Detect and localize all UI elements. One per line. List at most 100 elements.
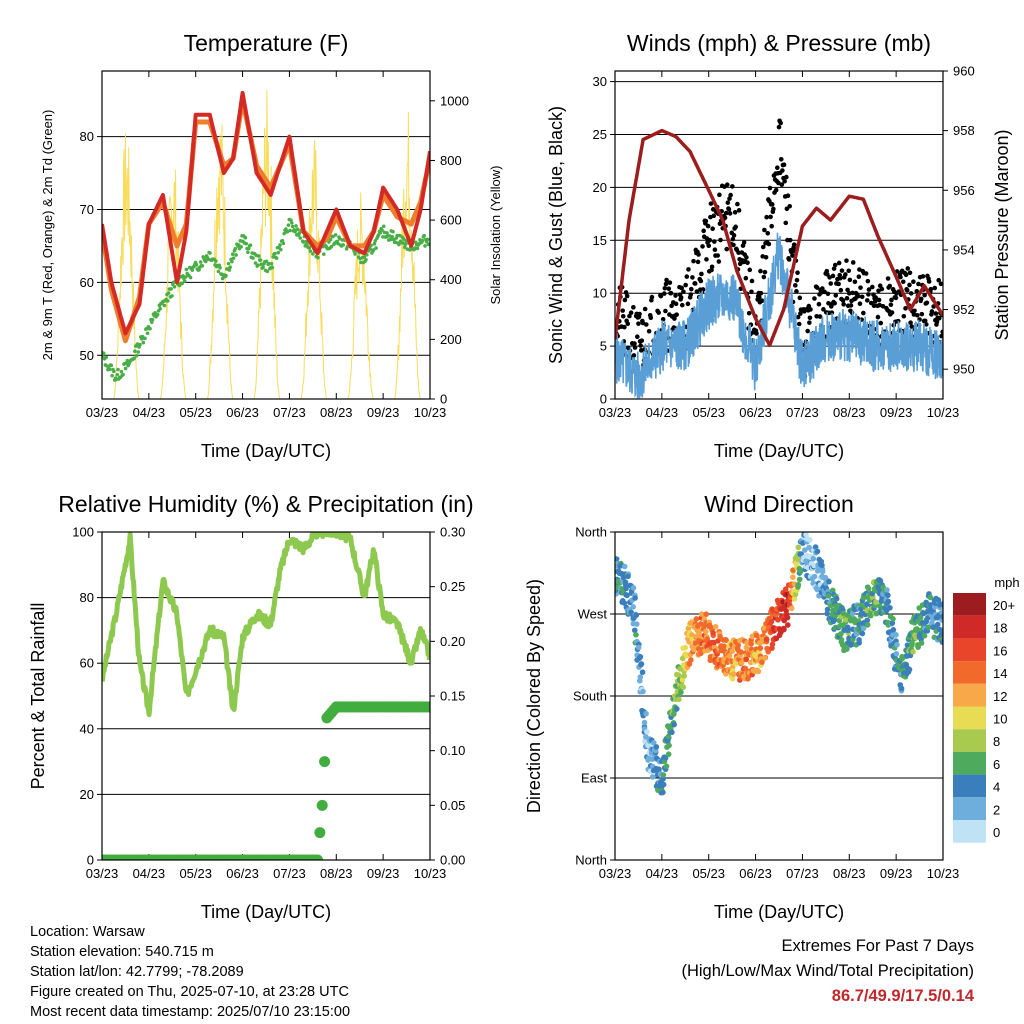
- dewpoint-point: [372, 242, 377, 246]
- direction-point: [681, 673, 688, 679]
- direction-point: [663, 763, 670, 770]
- dewpoint-point: [402, 245, 407, 250]
- gust-point: [656, 310, 661, 315]
- gust-point: [705, 223, 711, 229]
- gust-point: [701, 228, 706, 234]
- direction-point: [653, 744, 660, 750]
- direction-point: [763, 636, 770, 643]
- direction-point: [633, 621, 640, 627]
- gust-point: [914, 288, 920, 294]
- x-tick-label: 07/23: [273, 405, 306, 420]
- direction-point: [682, 644, 689, 651]
- direction-point: [810, 555, 817, 562]
- legend-swatch: [953, 615, 986, 639]
- gust-point: [664, 277, 669, 283]
- x-tick-label: 07/23: [786, 405, 819, 420]
- dewpoint-point: [224, 273, 228, 278]
- gust-point: [749, 278, 755, 284]
- gust-point: [674, 312, 679, 317]
- dewpoint-point: [110, 373, 114, 378]
- y2-tick-label: 0: [440, 392, 447, 407]
- x-tick-label: 06/23: [226, 405, 259, 420]
- gust-point: [726, 207, 732, 212]
- dewpoint-point: [289, 221, 294, 225]
- gust-point: [778, 120, 783, 126]
- dewpoint-point: [267, 261, 271, 266]
- y2-tick-label: 800: [440, 153, 462, 168]
- direction-point: [784, 622, 791, 628]
- dewpoint-point: [397, 242, 401, 247]
- dewpoint-point: [328, 237, 333, 242]
- gust-point: [709, 264, 715, 270]
- direction-point: [865, 586, 872, 592]
- x-axis-label: Time (Day/UTC): [201, 902, 331, 922]
- gust-point: [696, 252, 701, 257]
- direction-point: [921, 633, 928, 639]
- gust-point: [695, 259, 701, 265]
- direction-point: [712, 623, 719, 630]
- dewpoint-point: [305, 241, 309, 246]
- gust-point: [628, 310, 634, 316]
- direction-point: [795, 556, 801, 563]
- gust-point: [757, 295, 762, 300]
- direction-point: [695, 646, 702, 652]
- dewpoint-point: [395, 233, 400, 238]
- legend-title: mph: [994, 575, 1019, 590]
- y-axis-label: Percent & Total Rainfall: [28, 603, 48, 790]
- dewpoint-point: [385, 231, 389, 235]
- gust-point: [830, 273, 836, 279]
- gust-point: [933, 311, 939, 316]
- gust-point: [632, 345, 638, 350]
- direction-point: [782, 586, 789, 593]
- direction-point: [710, 630, 716, 636]
- gust-point: [631, 305, 636, 310]
- x-tick-label: 06/23: [739, 866, 772, 881]
- gust-point: [924, 322, 929, 327]
- x-axis-label: Time (Day/UTC): [201, 441, 331, 461]
- gust-point: [692, 281, 698, 286]
- gust-point: [646, 328, 652, 334]
- y-tick-label: 0: [87, 853, 94, 868]
- dewpoint-point: [150, 317, 155, 322]
- gust-point: [769, 202, 775, 207]
- gust-point: [822, 289, 827, 295]
- x-tick-label: 06/23: [226, 866, 259, 881]
- x-tick-label: 09/23: [880, 405, 913, 420]
- gust-point: [730, 236, 736, 242]
- gust-point: [872, 299, 878, 304]
- direction-point: [864, 617, 871, 624]
- gust-point: [916, 281, 921, 287]
- direction-point: [637, 674, 644, 680]
- y2-tick-label: 960: [953, 64, 975, 79]
- gust-point: [769, 223, 774, 229]
- gust-point: [839, 268, 845, 273]
- gust-point: [681, 289, 686, 295]
- y2-tick-label: 0.15: [440, 689, 465, 704]
- gust-point: [936, 277, 941, 283]
- direction-point: [864, 622, 871, 628]
- direction-point: [650, 740, 657, 746]
- gust-point: [744, 255, 749, 260]
- extremes-heading: Extremes For Past 7 Days: [781, 937, 974, 955]
- gust-point: [924, 300, 930, 306]
- legend-label: 0: [993, 825, 1000, 840]
- direction-point: [811, 573, 818, 580]
- x-tick-label: 05/23: [692, 866, 725, 881]
- gust-point: [658, 293, 664, 299]
- gust-point: [648, 315, 654, 321]
- direction-point: [729, 648, 735, 655]
- gust-point: [767, 185, 773, 191]
- gust-point: [620, 308, 625, 313]
- dewpoint-point: [373, 239, 378, 243]
- temp-9m-line: [102, 90, 430, 336]
- gust-point: [787, 203, 792, 209]
- dewpoint-point: [214, 259, 218, 263]
- gust-point: [730, 184, 735, 189]
- gust-point: [763, 254, 769, 260]
- direction-point: [649, 774, 656, 780]
- y2-tick-label: 950: [953, 362, 975, 377]
- dewpoint-point: [230, 252, 235, 257]
- gust-point: [832, 300, 837, 306]
- dewpoint-point: [402, 237, 406, 241]
- dewpoint-point: [322, 252, 326, 256]
